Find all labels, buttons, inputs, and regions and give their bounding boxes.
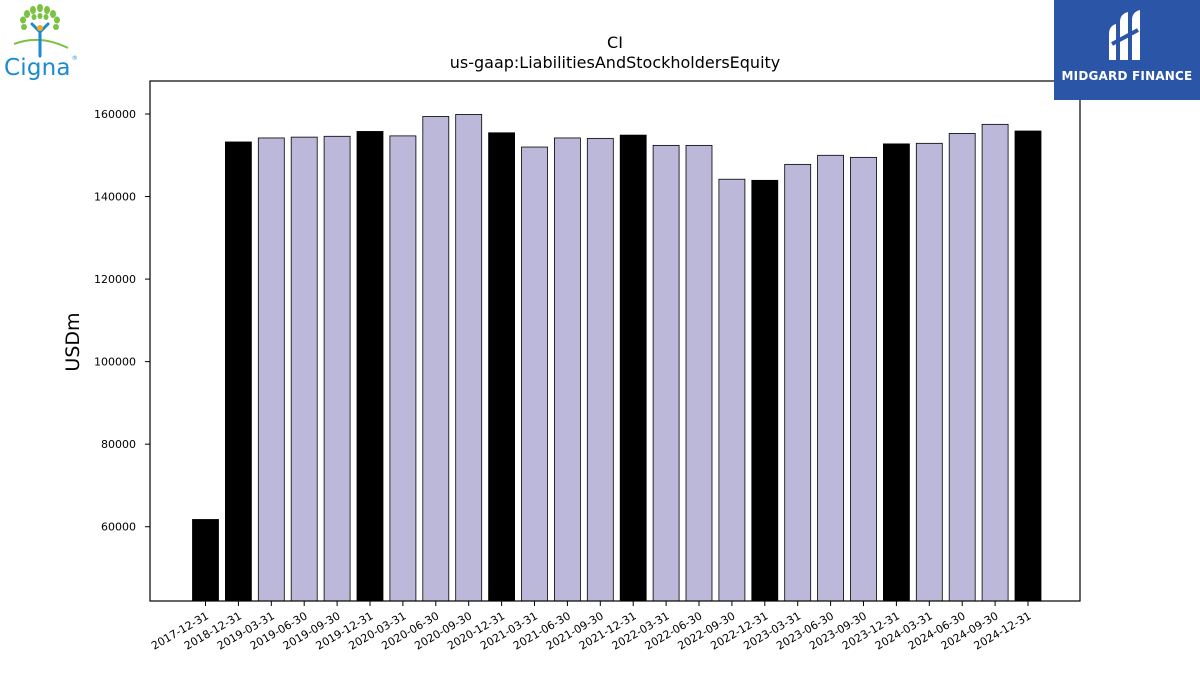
- bar-2022-06-30: [685, 144, 713, 602]
- bar-2020-06-30: [422, 116, 450, 602]
- y-axis-label: USDm: [62, 312, 84, 371]
- midgard-wordmark: MIDGARD FINANCE: [1061, 69, 1193, 83]
- bar-2020-03-31: [389, 135, 417, 602]
- bar-2021-09-30: [586, 137, 614, 602]
- bar-2023-06-30: [817, 154, 844, 602]
- midgard-finance-logo: MIDGARD FINANCE: [1054, 0, 1200, 100]
- bar-2019-06-30: [290, 136, 318, 602]
- y-tick-label: 80000: [101, 438, 136, 451]
- y-tick-label: 100000: [94, 356, 136, 369]
- bar-2023-12-31: [883, 143, 910, 602]
- bar-2023-09-30: [850, 156, 877, 602]
- bar-2024-12-31: [1014, 130, 1042, 602]
- bar-2021-03-31: [521, 146, 548, 602]
- bar-2021-12-31: [619, 134, 647, 602]
- y-axis: 60000 80000 100000 120000 140000 160000: [94, 108, 150, 534]
- bar-2024-09-30: [981, 123, 1009, 602]
- y-tick-label: 120000: [94, 273, 136, 286]
- cigna-wordmark: Cigna: [4, 55, 71, 81]
- bar-2019-09-30: [323, 135, 351, 602]
- bar-2019-03-31: [257, 137, 285, 602]
- bar-2019-12-31: [356, 131, 384, 602]
- bar-2022-12-31: [751, 179, 779, 602]
- cigna-logo: Cigna®: [0, 0, 84, 92]
- chart-title: CI: [607, 33, 623, 52]
- chart-subtitle: us-gaap:LiabilitiesAndStockholdersEquity: [450, 53, 781, 72]
- y-tick-label: 160000: [94, 108, 136, 121]
- y-tick-label: 140000: [94, 191, 136, 204]
- y-tick-label: 60000: [101, 521, 136, 534]
- bar-2018-12-31: [224, 141, 252, 602]
- bar-2022-09-30: [718, 178, 746, 602]
- bars-group: [192, 114, 1042, 602]
- plot-frame: [149, 80, 1081, 602]
- bar-2020-12-31: [488, 132, 516, 602]
- tree-icon: [13, 4, 69, 58]
- bar-2022-03-31: [652, 144, 680, 602]
- x-axis: 2017-12-312018-12-312019-03-312019-06-30…: [149, 601, 1034, 653]
- bar-2024-06-30: [948, 133, 976, 602]
- bar-2023-03-31: [784, 163, 812, 602]
- bar-2021-06-30: [554, 137, 581, 602]
- bar-2024-03-31: [915, 142, 943, 602]
- bar-2017-12-31: [192, 519, 219, 602]
- bar-2020-09-30: [455, 114, 483, 602]
- midgard-mark-icon: [1109, 10, 1140, 60]
